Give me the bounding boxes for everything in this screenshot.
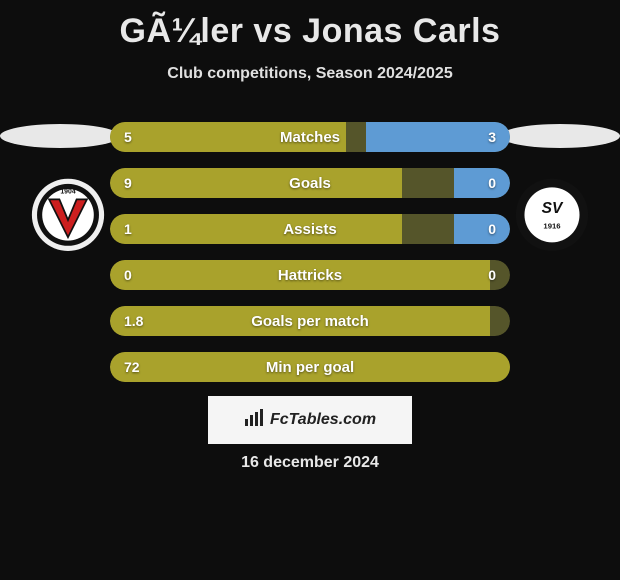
name-pill-left	[0, 124, 120, 148]
svg-text:1904: 1904	[60, 188, 75, 195]
stat-row: 53Matches	[110, 122, 510, 152]
club-badge-right: SV 1916	[502, 177, 602, 263]
stat-row: 72Min per goal	[110, 352, 510, 382]
club-badge-left: 1904	[18, 177, 118, 263]
stat-row: 00Hattricks	[110, 260, 510, 290]
svg-text:SV: SV	[542, 200, 564, 217]
comparison-date: 16 december 2024	[0, 454, 620, 472]
stat-label: Matches	[110, 122, 510, 152]
comparison-title: GÃ¼ler vs Jonas Carls	[0, 0, 620, 51]
svg-text:1916: 1916	[543, 222, 561, 231]
stat-rows: 53Matches 90Goals 10Assists 00Hattricks 1.8G…	[110, 122, 510, 398]
stat-label: Hattricks	[110, 260, 510, 290]
stat-label: Min per goal	[110, 352, 510, 382]
comparison-subtitle: Club competitions, Season 2024/2025	[0, 65, 620, 83]
name-pill-right	[500, 124, 620, 148]
stat-row: 90Goals	[110, 168, 510, 198]
stat-row: 1.8Goals per match	[110, 306, 510, 336]
brand-text: FcTables.com	[270, 411, 376, 429]
stat-label: Goals	[110, 168, 510, 198]
chart-icon	[244, 409, 264, 432]
brand-badge: FcTables.com	[208, 396, 412, 444]
stat-label: Assists	[110, 214, 510, 244]
stat-row: 10Assists	[110, 214, 510, 244]
stat-label: Goals per match	[110, 306, 510, 336]
